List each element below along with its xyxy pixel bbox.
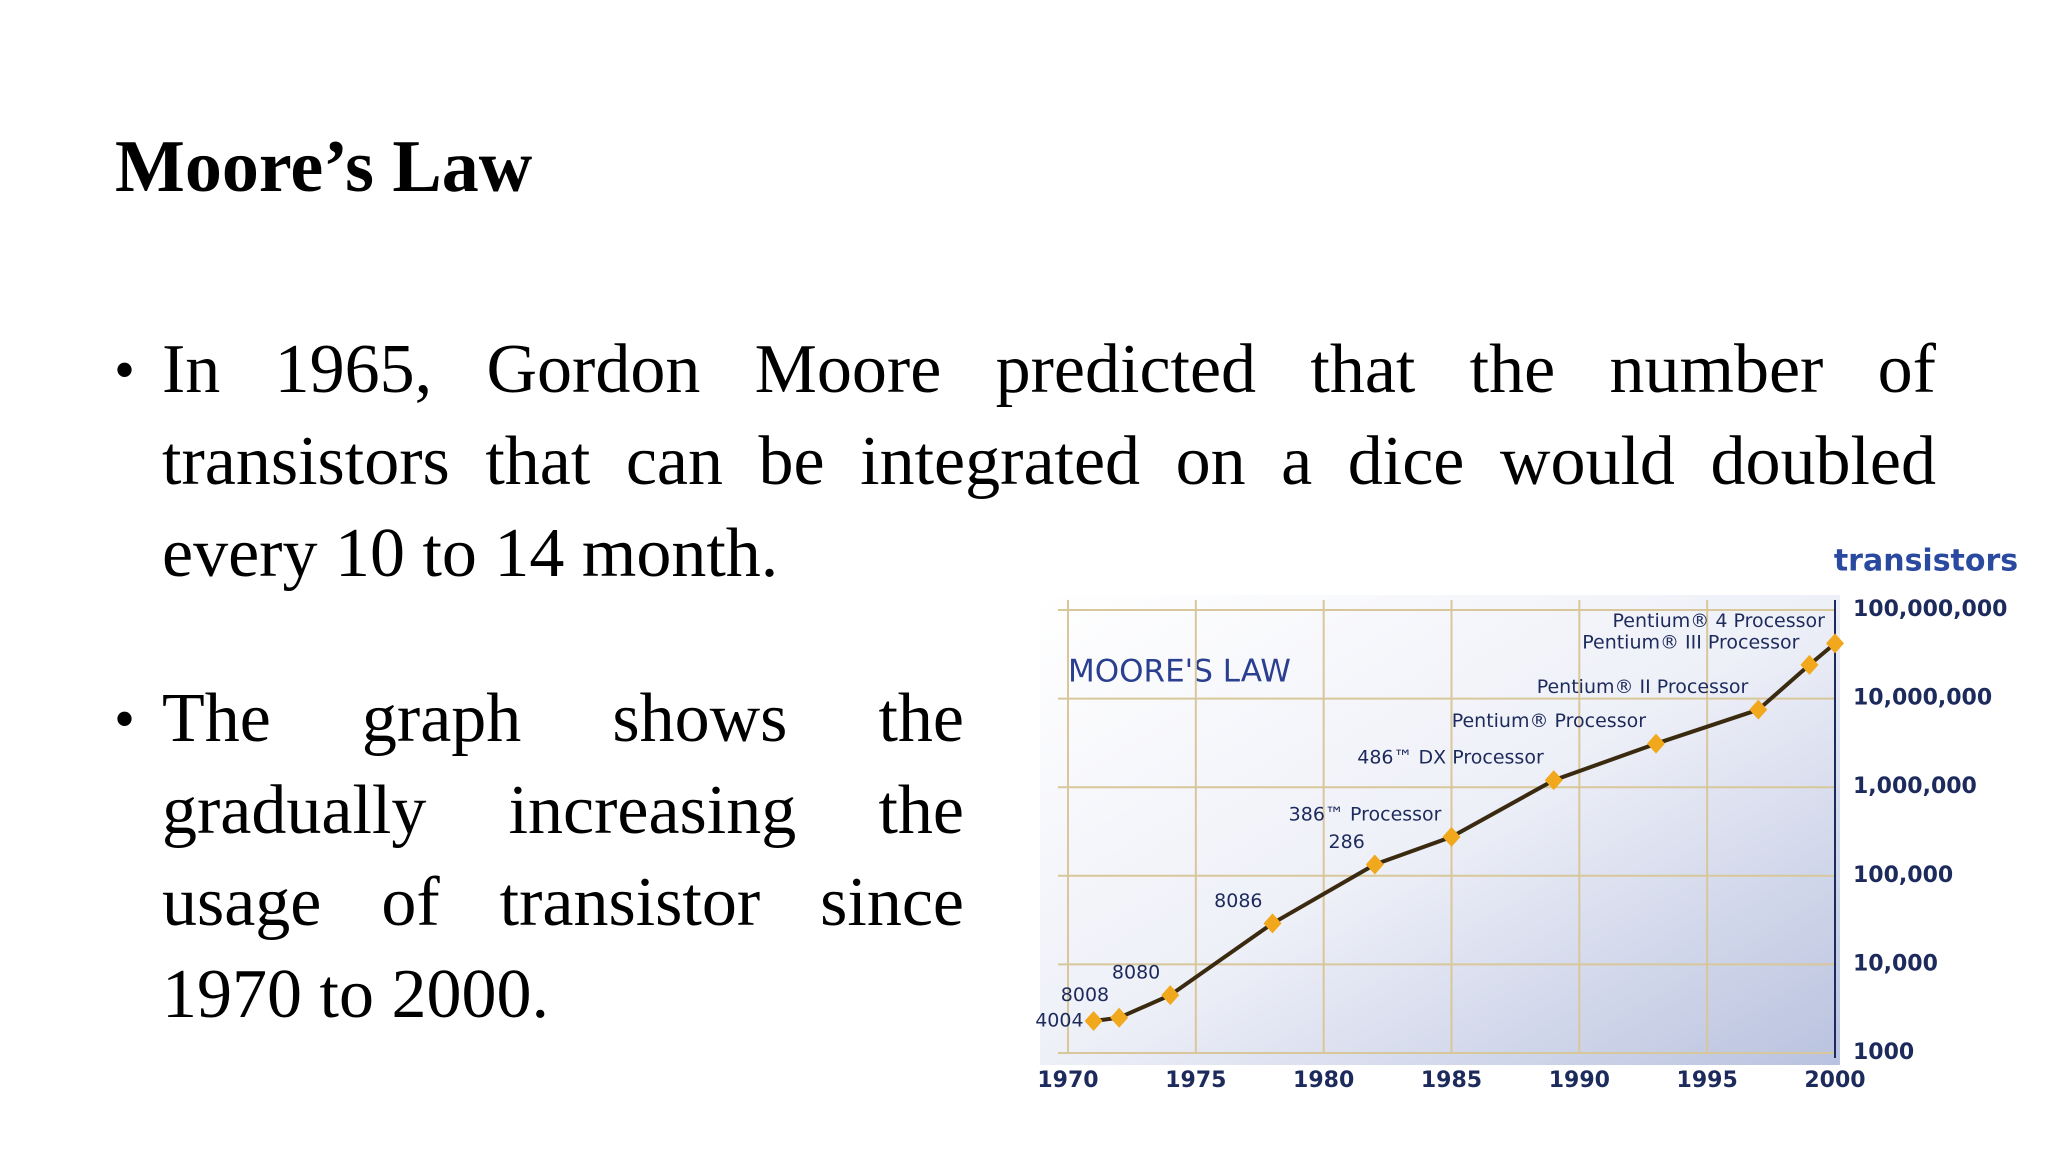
y-tick-label: 1,000,000: [1853, 774, 1977, 799]
point-label: 8008: [1061, 984, 1109, 1006]
x-tick-label: 1990: [1549, 1068, 1610, 1093]
x-tick-label: 1995: [1677, 1068, 1738, 1093]
chart-title: MOORE'S LAW: [1068, 654, 1291, 690]
point-label: Pentium® II Processor: [1537, 676, 1749, 698]
data-point: [1647, 733, 1666, 754]
point-label: 286: [1329, 831, 1365, 853]
data-point: [1544, 770, 1563, 791]
data-point: [1442, 826, 1461, 847]
data-point: [1110, 1007, 1129, 1028]
point-label: 486™ DX Processor: [1357, 747, 1544, 769]
point-label: 386™ Processor: [1289, 803, 1442, 825]
data-point: [1749, 699, 1768, 720]
point-label: 8080: [1112, 962, 1160, 984]
point-label: 8086: [1214, 890, 1262, 912]
bullet-text: The graph shows the gradually increasing…: [114, 673, 964, 1041]
y-tick-label: 10,000,000: [1853, 686, 1992, 711]
bullet-text: In 1965, Gordon Moore predicted that the…: [114, 324, 1936, 600]
data-point: [1084, 1010, 1103, 1031]
x-tick-label: 1970: [1037, 1068, 1098, 1093]
x-tick-label: 1985: [1421, 1068, 1482, 1093]
data-point: [1826, 633, 1844, 654]
point-label: 4004: [1035, 1009, 1083, 1031]
point-label: Pentium® III Processor: [1582, 631, 1799, 653]
data-point: [1365, 854, 1384, 875]
y-tick-label: 10,000: [1853, 951, 1938, 976]
data-point: [1263, 913, 1282, 934]
y-tick-label: 100,000: [1853, 863, 1953, 888]
slide-title: Moore’s Law: [115, 126, 533, 208]
data-point: [1161, 985, 1180, 1006]
x-tick-label: 1980: [1293, 1068, 1354, 1093]
point-label: Pentium® 4 Processor: [1613, 610, 1826, 632]
y-axis-label: transistors: [1834, 544, 2018, 579]
y-tick-label: 1000: [1853, 1040, 1914, 1065]
x-tick-label: 2000: [1804, 1068, 1865, 1093]
y-tick-label: 100,000,000: [1853, 597, 2007, 622]
x-tick-label: 1975: [1165, 1068, 1226, 1093]
point-label: Pentium® Processor: [1452, 710, 1647, 732]
data-point: [1800, 654, 1819, 675]
